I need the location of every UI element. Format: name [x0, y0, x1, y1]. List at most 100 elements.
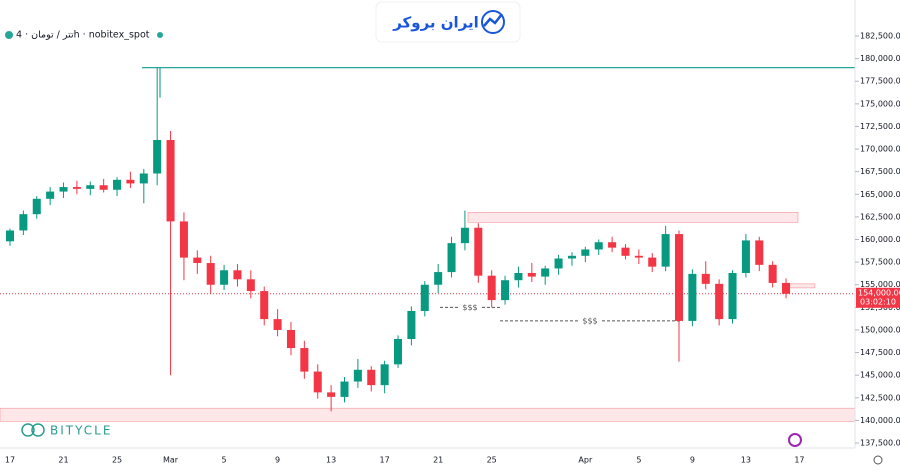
y-tick-label: 170,000.00	[860, 145, 900, 154]
candle-body	[661, 234, 670, 267]
candle-body	[233, 270, 242, 280]
zone	[0, 407, 856, 422]
candle-body	[193, 257, 202, 264]
x-tick-label: 17	[5, 456, 15, 465]
candle-body	[166, 140, 175, 222]
candle-body	[246, 279, 255, 292]
candle-body	[715, 283, 724, 320]
candle-body	[260, 291, 269, 320]
annotation-text: $$$	[582, 316, 597, 325]
candle-body	[380, 364, 389, 386]
candle-body	[113, 179, 122, 190]
x-tick-label: 17	[380, 456, 390, 465]
alert-icon	[788, 433, 802, 447]
y-tick-label: 137,500.00	[860, 439, 900, 448]
candle-body	[19, 214, 28, 231]
y-tick-label: 142,500.00	[860, 393, 900, 402]
x-tick-label: Apr	[578, 456, 593, 465]
candle-body	[72, 187, 81, 189]
y-tick-label: 155,000.00	[860, 280, 900, 289]
candle-body	[608, 242, 617, 248]
candle-body	[153, 140, 162, 174]
x-tick-label: 25	[112, 456, 122, 465]
y-tick-label: 162,500.00	[860, 212, 900, 221]
symbol-title: تتر / تومان · 4h · nobitex_spot	[16, 30, 150, 41]
candle-body	[394, 339, 403, 365]
x-tick-label: 5	[222, 456, 227, 465]
candle-body	[99, 185, 108, 190]
candle-body	[648, 257, 657, 267]
candle-body	[501, 280, 510, 301]
y-tick-label: 140,000.00	[860, 416, 900, 425]
candle-body	[59, 187, 68, 192]
candle-body	[674, 234, 684, 321]
candle-body	[353, 369, 362, 382]
x-tick-label: 9	[275, 456, 280, 465]
x-tick-label: 17	[794, 456, 804, 465]
watermark: BITYCLE	[21, 423, 112, 438]
candle-body	[581, 249, 590, 256]
candle-body	[768, 264, 777, 283]
x-tick-label: 9	[690, 456, 695, 465]
candle-body	[634, 255, 643, 258]
candle-body	[420, 284, 429, 311]
price-axis-panel	[855, 0, 900, 471]
x-tick-label: 21	[58, 456, 68, 465]
candle-body	[32, 198, 41, 215]
zone	[467, 212, 799, 223]
y-tick-label: 160,000.00	[860, 235, 900, 244]
candle-body	[313, 371, 322, 393]
symbol-icon	[5, 31, 13, 39]
candle-body	[286, 329, 295, 349]
y-tick-label: 147,500.00	[860, 348, 900, 357]
y-tick-label: 157,500.00	[860, 258, 900, 267]
y-tick-label: 180,000.00	[860, 54, 900, 63]
candle-body	[126, 179, 135, 184]
watermark-text: BITYCLE	[50, 424, 112, 438]
candle-body	[728, 272, 737, 320]
x-tick-label: 13	[741, 456, 751, 465]
brand-name: ایران بروکر	[392, 14, 479, 32]
candle-body	[527, 272, 536, 277]
y-tick-label: 175,000.00	[860, 99, 900, 108]
candle-body	[541, 268, 550, 277]
y-tick-label: 145,000.00	[860, 371, 900, 380]
price-tag	[856, 287, 900, 308]
candle-body	[567, 255, 576, 259]
y-tick-label: 150,000.00	[860, 325, 900, 334]
candle-body	[220, 270, 229, 285]
candle-body	[300, 348, 309, 372]
candle-body	[367, 369, 376, 386]
status-dot	[157, 32, 163, 38]
candle-body	[755, 240, 764, 265]
y-tick-label: 172,500.00	[860, 122, 900, 131]
candle-body	[741, 240, 750, 273]
candle-body	[474, 227, 483, 276]
candle-body	[327, 392, 336, 397]
candle-body	[621, 247, 630, 256]
candle-body	[487, 275, 496, 301]
candle-body	[46, 191, 55, 199]
annotation-text: $$$	[462, 303, 477, 312]
x-tick-label: 21	[433, 456, 443, 465]
y-tick-label: 167,500.00	[860, 167, 900, 176]
y-tick-label: 165,000.00	[860, 190, 900, 199]
brand-box: ایران بروکر	[375, 1, 521, 43]
x-tick-label: 25	[487, 456, 497, 465]
y-tick-label: 182,500.00	[860, 31, 900, 40]
price-tag-value: 154,000.00	[858, 288, 900, 297]
candle-body	[407, 310, 416, 340]
candle-body	[688, 273, 697, 321]
price-tag-countdown: 03:02:10	[860, 297, 896, 306]
candle-body	[447, 243, 456, 273]
candle-body	[86, 185, 95, 189]
candle-body	[514, 272, 523, 281]
candle-body	[434, 272, 443, 285]
candle-body	[340, 381, 349, 397]
candle-body	[701, 273, 710, 284]
settings-icon[interactable]	[873, 455, 883, 465]
x-tick-label: 5	[636, 456, 641, 465]
candle-body	[782, 282, 791, 294]
